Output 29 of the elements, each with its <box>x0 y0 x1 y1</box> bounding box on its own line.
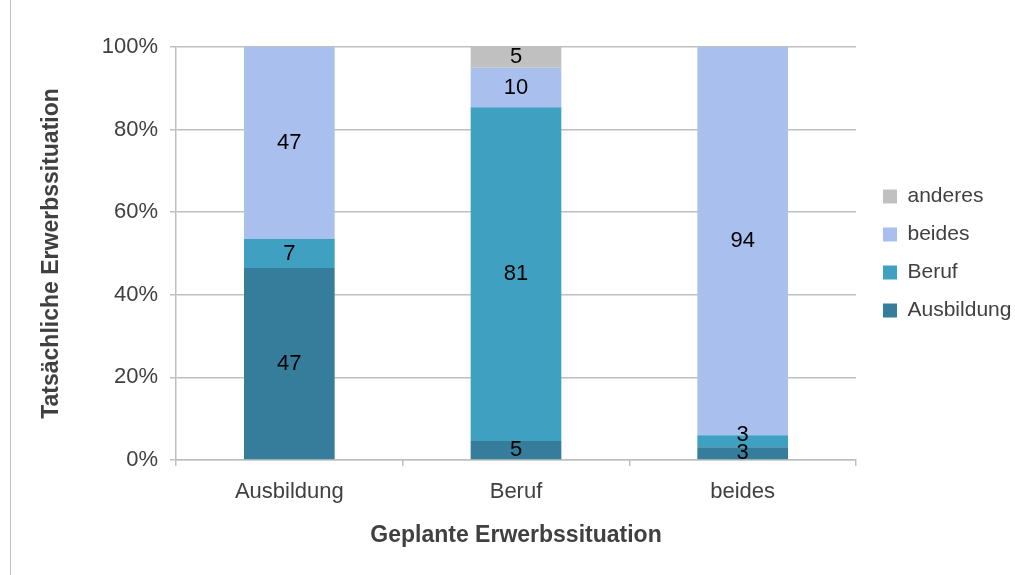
bar <box>244 267 335 460</box>
bar <box>470 67 562 108</box>
data-label: 7 <box>283 239 296 265</box>
x-tick-label: Ausbildung <box>234 478 344 504</box>
x-axis-title: Geplante Erwerbssituation <box>370 520 662 547</box>
y-tick-label: 40% <box>113 280 158 306</box>
data-label: 81 <box>503 260 529 286</box>
y-tick-label: 80% <box>113 115 158 141</box>
y-tick-label: 60% <box>113 198 158 224</box>
legend-label: anderes <box>907 183 984 207</box>
bar <box>470 441 562 460</box>
legend-label: Beruf <box>907 259 958 283</box>
data-label: 94 <box>730 227 755 253</box>
x-tick-label: Beruf <box>489 478 544 504</box>
data-label: 10 <box>503 73 529 99</box>
bar <box>244 47 335 240</box>
y-axis-title: Tatsächliche Erwerbssituation <box>37 88 64 419</box>
data-label: 5 <box>509 43 523 69</box>
y-tick-label: 20% <box>113 363 158 389</box>
data-label: 47 <box>277 349 302 375</box>
bar <box>470 107 562 441</box>
bar <box>244 239 335 268</box>
data-label: 5 <box>509 436 523 462</box>
y-tick-label: 100% <box>101 33 158 59</box>
legend-label: Ausbildung <box>907 297 1012 321</box>
data-label: 47 <box>277 129 302 155</box>
x-tick-label: beides <box>710 478 776 504</box>
legend-label: beides <box>907 221 970 245</box>
y-tick-label: 0% <box>126 446 158 472</box>
